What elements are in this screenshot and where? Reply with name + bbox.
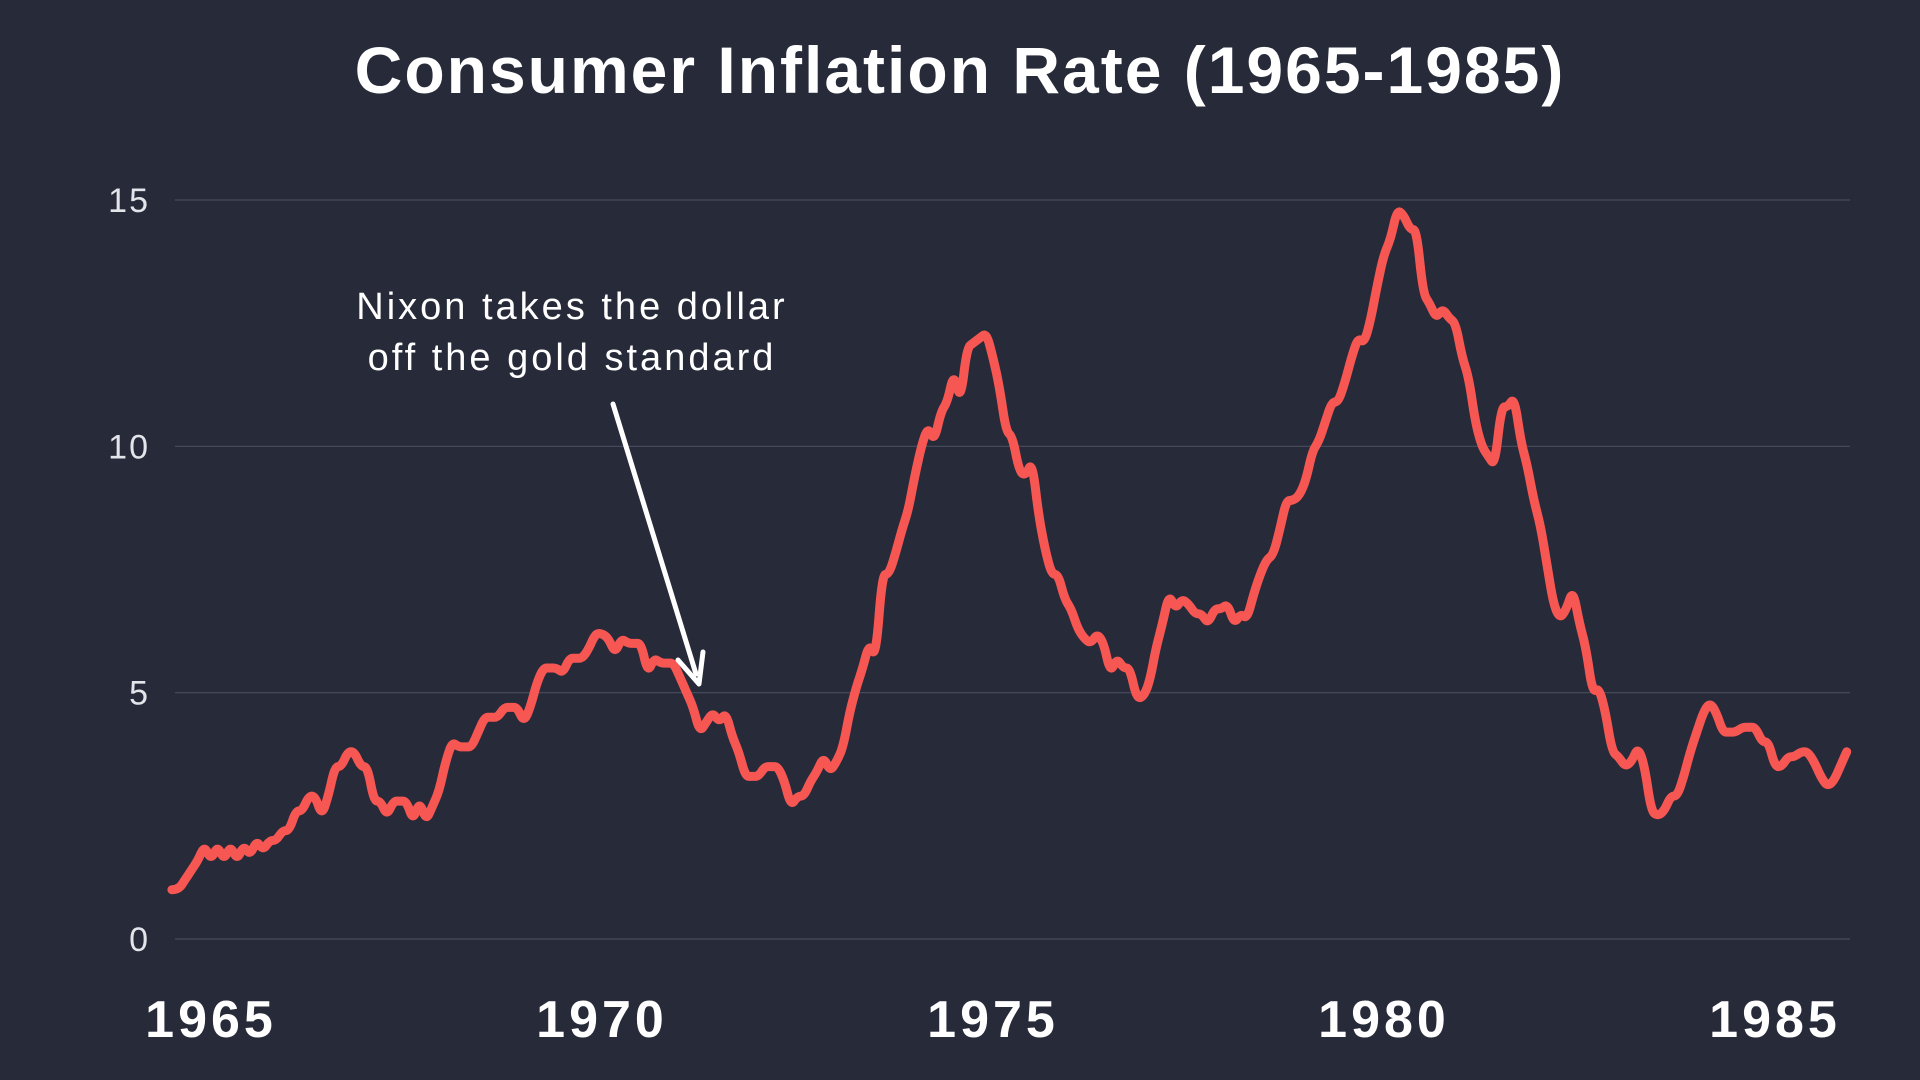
inflation-line (167, 207, 1852, 895)
y-axis-label-0: 0 (129, 921, 150, 959)
x-axis-label-1985: 1985 (1709, 991, 1841, 1049)
annotation-label: Nixon takes the dollar off the gold stan… (338, 282, 806, 384)
y-axis-label-15: 15 (108, 182, 150, 220)
x-axis-tick-labels: 1965 1970 1975 1980 1985 (145, 991, 1841, 1049)
x-axis-label-1970: 1970 (536, 991, 668, 1049)
arrow-head (675, 649, 706, 687)
page-title: Consumer Inflation Rate (1965-1985) (354, 33, 1566, 107)
y-axis-tick-labels: 0 5 10 15 (108, 182, 150, 959)
x-axis-label-1975: 1975 (927, 991, 1059, 1049)
annotation-line-1: Nixon takes the dollar (356, 286, 788, 328)
annotation-line-2: off the gold standard (367, 337, 777, 379)
x-axis-label-1965: 1965 (145, 991, 277, 1049)
arrow-shaft (610, 401, 699, 677)
annotation-arrow (610, 401, 706, 687)
x-axis-label-1980: 1980 (1318, 991, 1450, 1049)
y-axis-label-5: 5 (129, 675, 150, 713)
y-axis-label-10: 10 (108, 428, 150, 466)
